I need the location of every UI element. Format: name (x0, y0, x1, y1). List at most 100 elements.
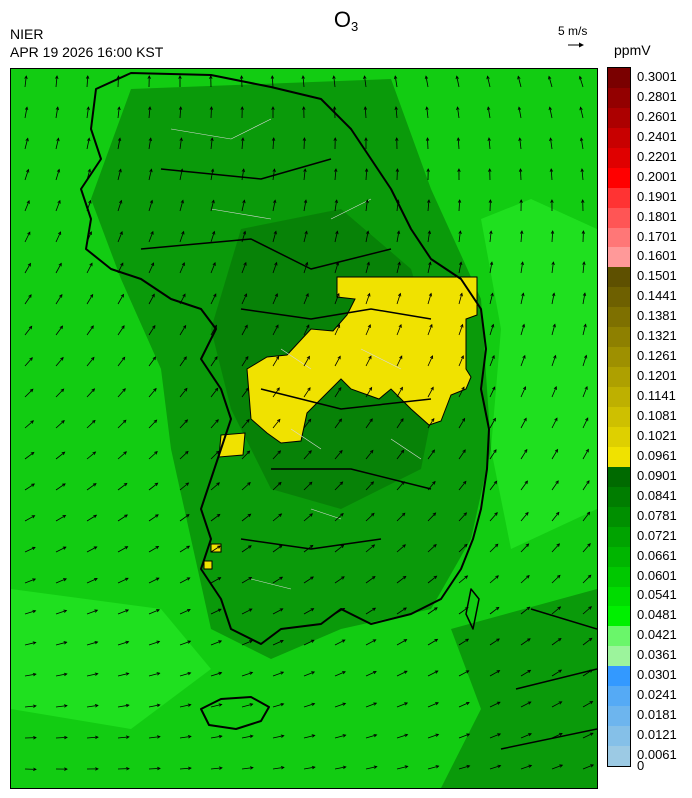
wind-arrow-icon (365, 576, 376, 584)
colorbar-tick-label: 0.1801 (637, 208, 677, 224)
wind-arrow-icon (396, 702, 409, 708)
wind-arrow-icon (24, 546, 36, 553)
wind-arrow-icon (489, 543, 499, 553)
colorbar-segment (608, 426, 630, 448)
wind-arrow-icon (582, 480, 590, 491)
colorbar-tick-label: 0.2801 (637, 88, 677, 104)
wind-arrow-icon (303, 450, 312, 460)
wind-arrow-icon (271, 137, 276, 150)
wind-arrow-icon (86, 577, 98, 584)
wind-arrow-icon (365, 230, 370, 243)
wind-arrow-icon (272, 639, 284, 646)
wind-arrow-icon (86, 483, 97, 491)
colorbar-segment (608, 446, 630, 468)
wind-arrow-icon (179, 735, 192, 739)
wind-arrow-icon (582, 385, 588, 398)
wind-arrow-icon (303, 576, 314, 584)
wind-arrow-icon (365, 418, 373, 429)
colorbar-segment (608, 227, 630, 248)
wind-arrow-icon (334, 481, 344, 491)
colorbar-segment (608, 407, 630, 428)
colorbar-segment (608, 327, 630, 348)
wind-arrow-icon (272, 481, 282, 491)
colorbar-tick-label: 0.0541 (637, 587, 677, 603)
wind-arrow-icon (148, 577, 160, 584)
wind-arrow-icon (520, 733, 532, 739)
wind-arrow-icon (427, 638, 439, 646)
wind-arrow-icon (519, 199, 523, 212)
wind-arrow-icon (241, 766, 254, 770)
colorbar-tick-label: 0.1321 (637, 328, 677, 344)
wind-arrow-icon (551, 732, 563, 739)
wind-arrow-icon (582, 669, 593, 677)
wind-arrow-icon (334, 230, 339, 243)
coastlines (80, 72, 597, 750)
wind-arrow-icon (427, 386, 434, 398)
wind-arrow-icon (455, 75, 460, 88)
wind-arrow-icon (303, 387, 311, 398)
wind-arrow-icon (551, 448, 559, 460)
wind-arrow-icon (272, 324, 279, 336)
colorbar-segment (608, 387, 630, 408)
wind-arrow-icon (427, 607, 438, 615)
wind-arrow-icon (427, 543, 437, 553)
wind-arrow-icon (272, 199, 277, 212)
colorbar-tick-label: 0.0901 (637, 467, 677, 483)
wind-arrow-icon (303, 261, 309, 274)
wind-arrow-icon (55, 293, 63, 305)
wind-arrow-icon (272, 168, 276, 181)
wind-arrow-icon (272, 387, 280, 398)
colorbar-tick-label: 0.0721 (637, 527, 677, 543)
colorbar-tick-label: 0.1021 (637, 427, 677, 443)
wind-arrow-icon (394, 106, 398, 119)
colorbar-segment (608, 87, 630, 109)
wind-arrow-icon (303, 230, 308, 243)
wind-arrow-icon (241, 199, 246, 212)
wind-arrow-icon (148, 419, 158, 429)
wind-arrow-icon (272, 545, 283, 553)
wind-arrow-icon (117, 168, 122, 181)
wind-arrow-icon (517, 75, 522, 88)
wind-arrow-icon (210, 577, 222, 584)
district-boundaries (170, 118, 422, 590)
wind-arrow-icon (148, 168, 153, 181)
wind-arrow-icon (241, 734, 254, 739)
wind-arrow-icon (272, 734, 285, 739)
wind-arrow-icon (272, 576, 284, 584)
wind-arrow-icon (581, 230, 586, 243)
wind-arrow-icon (55, 735, 68, 740)
wind-arrow-icon (241, 355, 249, 367)
colorbar-segment (608, 546, 630, 568)
wind-arrow-icon (303, 608, 315, 615)
wind-arrow-icon (520, 638, 531, 646)
wind-arrow-icon (241, 293, 248, 305)
wind-arrow-icon (458, 638, 470, 646)
wind-arrow-icon (458, 670, 470, 677)
wind-arrow-icon (489, 638, 500, 646)
wind-arrow-icon (210, 640, 223, 646)
east-sea-low-concentration (481, 199, 597, 549)
wind-arrow-icon (582, 701, 594, 708)
wind-arrow-icon (520, 606, 531, 615)
colorbar-tick-label: 0.1501 (637, 268, 677, 284)
wind-arrow-icon (55, 356, 64, 367)
wind-arrow-icon (334, 292, 340, 305)
wind-arrow-icon (427, 199, 431, 212)
wind-arrow-icon (117, 230, 123, 243)
southwest-sea-low-concentration (11, 589, 211, 729)
colorbar-segment (608, 706, 630, 727)
wind-arrow-icon (393, 75, 398, 88)
wind-arrow-icon (24, 483, 35, 491)
wind-arrow-icon (486, 75, 491, 88)
colorbar-tick-label: 0.0421 (637, 627, 677, 643)
wind-arrow-icon (179, 137, 183, 150)
wind-arrow-icon (427, 670, 439, 677)
wind-arrow-icon (365, 292, 371, 305)
wind-arrow-icon (520, 292, 525, 305)
colorbar-segment (608, 287, 630, 308)
wind-arrow-icon (117, 546, 129, 553)
forecast-datetime: APR 19 2026 16:00 KST (10, 44, 164, 60)
wind-arrow-icon (396, 670, 408, 677)
wind-arrow-icon (582, 511, 591, 522)
wind-arrow-icon (488, 199, 493, 212)
